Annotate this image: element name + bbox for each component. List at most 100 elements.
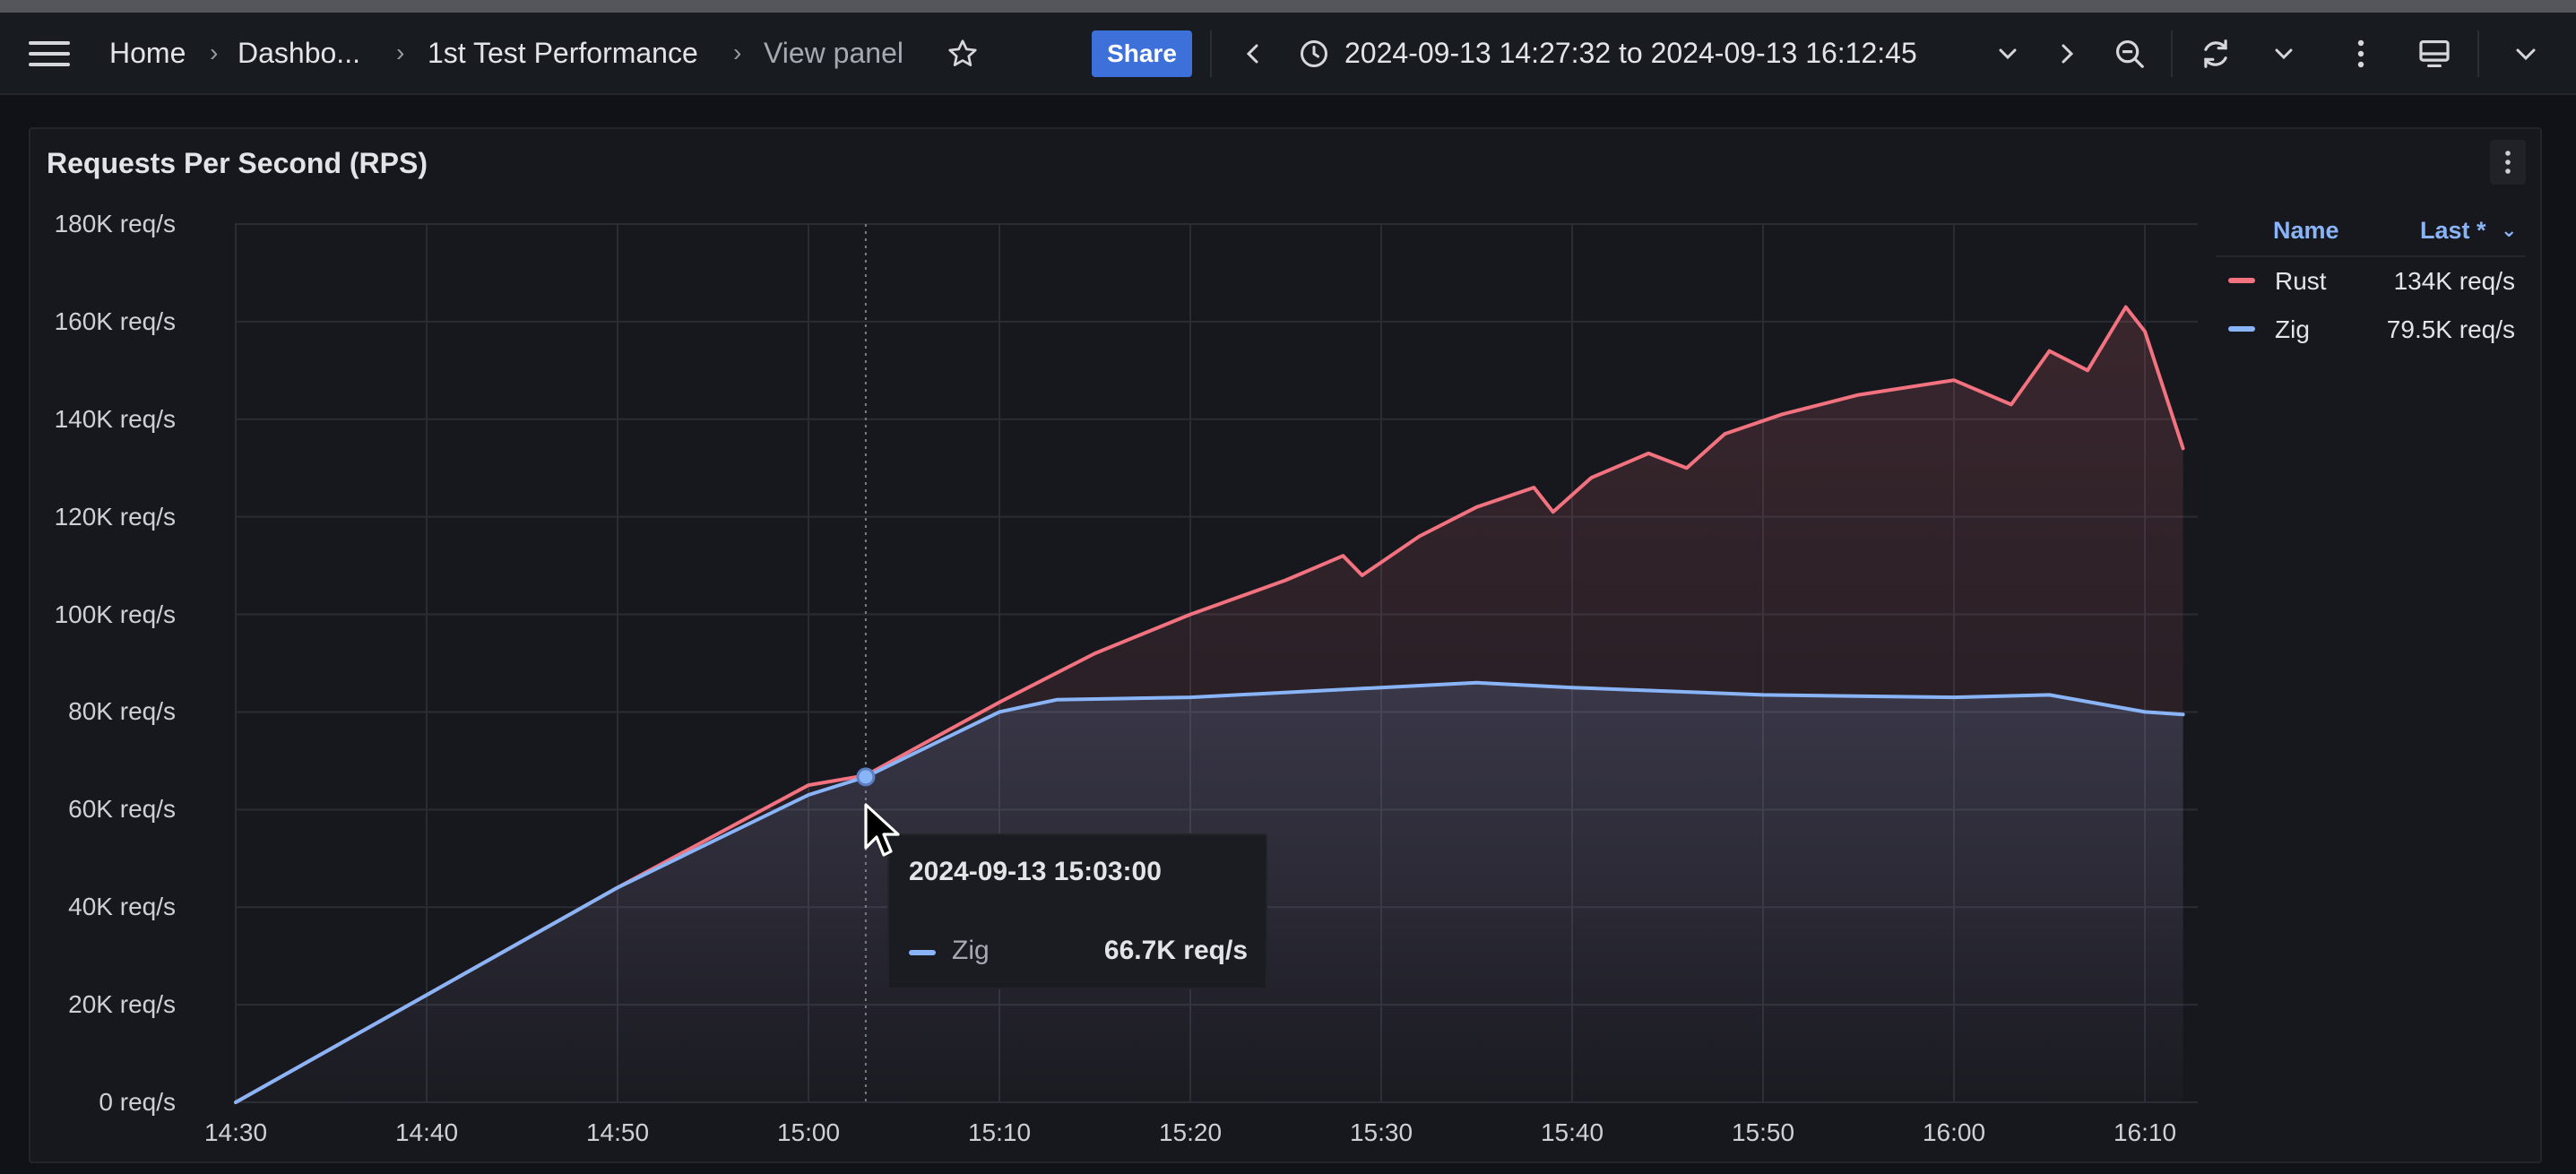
rust-data-point: [1361, 574, 1364, 577]
rust-data-point: [2086, 368, 2089, 372]
zig-data-point: [1570, 686, 1574, 689]
y-tick-label: 40K req/s: [68, 893, 176, 921]
x-tick-label: 14:50: [585, 1118, 650, 1146]
rust-data-point: [998, 701, 1001, 704]
zig-data-point: [425, 993, 428, 997]
collapse-chevron-icon[interactable]: [2506, 34, 2546, 73]
rust-data-point: [2048, 350, 2051, 353]
x-tick-label: 15:40: [1540, 1118, 1604, 1146]
zig-data-point: [2143, 710, 2147, 713]
hover-tooltip: 2024-09-13 15:03:00 Zig 66.7K req/s: [887, 833, 1267, 989]
clock-icon: [1294, 34, 1334, 73]
breadcrumb-home[interactable]: Home: [109, 36, 186, 69]
legend-series-name: Rust: [2275, 267, 2327, 295]
rust-data-point: [1475, 505, 1478, 509]
refresh-interval-chevron-icon[interactable]: [2264, 34, 2304, 73]
tv-icon[interactable]: [2413, 32, 2456, 75]
tooltip-swatch: [909, 950, 936, 955]
chevron-left-icon[interactable]: [1233, 34, 1273, 73]
zoom-out-icon[interactable]: [2108, 32, 2151, 75]
window-top-strip: [0, 0, 2576, 13]
refresh-icon[interactable]: [2194, 32, 2237, 75]
rust-data-point: [1341, 554, 1344, 557]
mouse-cursor-icon: [864, 803, 900, 857]
legend-header-last[interactable]: Last *: [2420, 217, 2486, 244]
chevron-right-icon[interactable]: [2047, 34, 2087, 73]
legend-swatch: [2228, 326, 2255, 332]
toolbar-divider: [1210, 30, 1212, 77]
rust-data-point: [1189, 613, 1192, 617]
y-tick-label: 120K req/s: [54, 502, 176, 531]
y-tick-label: 0 req/s: [99, 1088, 176, 1116]
y-tick-label: 60K req/s: [68, 795, 176, 824]
hover-point-marker: [856, 767, 876, 787]
panel-title: Requests Per Second (RPS): [47, 147, 428, 179]
zig-data-point: [807, 793, 810, 797]
rust-series-line[interactable]: [234, 305, 2185, 1104]
y-tick-label: 20K req/s: [68, 990, 176, 1019]
y-tick-label: 80K req/s: [68, 697, 176, 726]
x-tick-label: 16:10: [2113, 1118, 2177, 1146]
rust-data-point: [2124, 306, 2128, 309]
share-button[interactable]: Share: [1092, 30, 1192, 77]
breadcrumb-separator: ›: [733, 39, 742, 66]
x-tick-label: 15:20: [1158, 1118, 1223, 1146]
zig-series-line[interactable]: [234, 680, 2185, 1104]
y-tick-label: 180K req/s: [54, 210, 176, 237]
tooltip-time: 2024-09-13 15:03:00: [909, 857, 1162, 886]
rust-data-point: [1952, 378, 1956, 382]
time-range-picker[interactable]: 2024-09-13 14:27:32 to 2024-09-13 16:12:…: [1344, 36, 1917, 69]
zig-data-point: [616, 885, 619, 889]
rust-data-point: [2010, 402, 2013, 406]
zig-data-point: [1055, 698, 1059, 702]
x-tick-label: 15:30: [1349, 1118, 1413, 1146]
legend-item-zig[interactable]: Zig 79.5K req/s: [2216, 305, 2526, 353]
breadcrumb-dashboard[interactable]: 1st Test Performance: [428, 36, 698, 69]
breadcrumb-current: View panel: [764, 36, 903, 69]
legend-item-rust[interactable]: Rust 134K req/s: [2216, 256, 2526, 305]
rust-data-point: [1094, 652, 1096, 655]
rust-data-point: [1552, 510, 1555, 514]
x-tick-label: 16:00: [1922, 1118, 1986, 1146]
menu-icon[interactable]: [27, 30, 72, 77]
tooltip-value: 66.7K req/s: [1103, 936, 1248, 965]
y-tick-label: 100K req/s: [54, 600, 176, 628]
rust-data-point: [1532, 486, 1535, 489]
x-tick-label: 14:40: [394, 1118, 459, 1146]
zig-data-point: [1761, 693, 1765, 696]
legend-series-value: 134K req/s: [2393, 267, 2515, 295]
x-tick-label: 14:30: [203, 1118, 268, 1146]
rust-data-point: [1780, 412, 1784, 416]
x-tick-label: 15:10: [967, 1118, 1032, 1146]
rust-data-point: [807, 783, 810, 787]
breadcrumb-separator: ›: [210, 39, 219, 66]
toolbar-divider: [2171, 30, 2173, 77]
rust-data-point: [2143, 330, 2147, 333]
zig-data-point: [2182, 712, 2185, 716]
toolbar-divider: [2477, 30, 2479, 77]
panel-menu-icon[interactable]: [2490, 140, 2526, 185]
kebab-icon[interactable]: [2341, 32, 2381, 75]
rust-data-point: [1418, 534, 1422, 538]
breadcrumb-separator: ›: [396, 39, 405, 66]
sort-chevron-icon[interactable]: ⌄: [2501, 219, 2518, 241]
rust-data-point: [2182, 446, 2185, 450]
rust-data-point: [1723, 432, 1726, 436]
x-tick-label: 15:50: [1731, 1118, 1795, 1146]
zig-data-point: [1475, 681, 1478, 685]
rust-data-point: [1284, 578, 1287, 582]
zig-data-point: [998, 710, 1001, 713]
legend-series-name: Zig: [2275, 315, 2310, 343]
breadcrumb-dashboards[interactable]: Dashbo...: [238, 36, 360, 69]
zig-data-point: [1952, 695, 1956, 699]
zig-data-point: [234, 1101, 238, 1104]
legend-header-name[interactable]: Name: [2273, 217, 2339, 244]
tooltip-series-name: Zig: [952, 936, 990, 965]
chevron-down-icon[interactable]: [1988, 34, 2027, 73]
rust-data-point: [1857, 393, 1860, 397]
rust-data-point: [1647, 452, 1650, 455]
star-icon[interactable]: [943, 34, 982, 73]
rust-data-point: [1589, 476, 1593, 479]
y-tick-label: 160K req/s: [54, 306, 176, 335]
